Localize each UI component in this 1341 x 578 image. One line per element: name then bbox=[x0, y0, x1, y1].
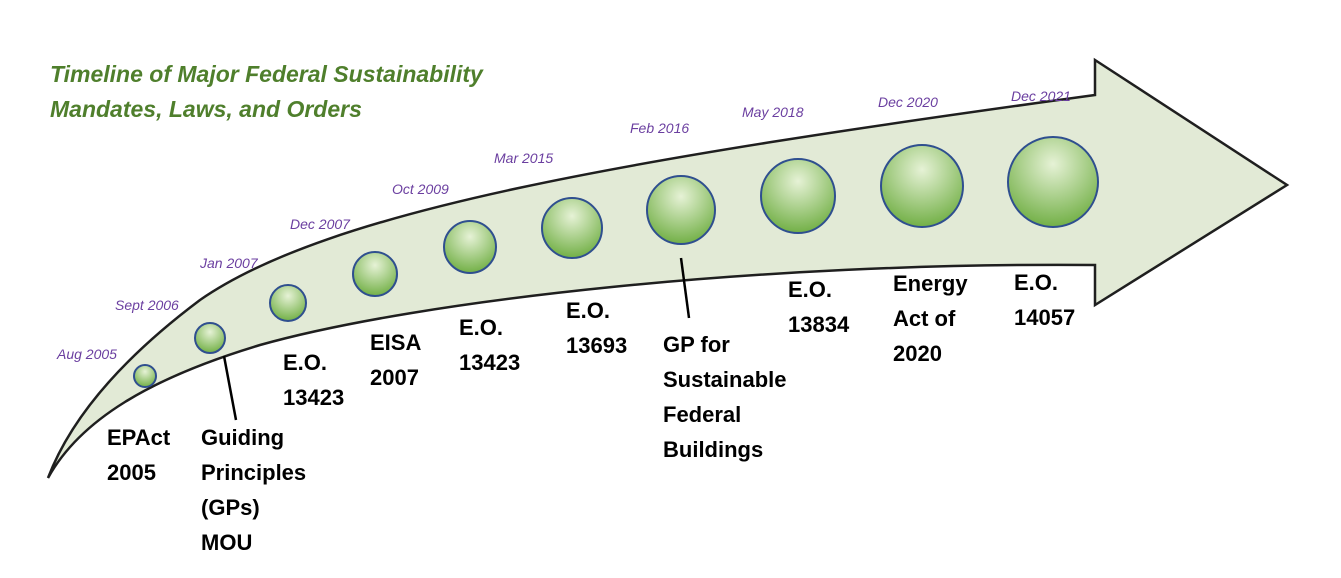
milestone-label-line: 14057 bbox=[1014, 305, 1076, 330]
milestone-circles bbox=[133, 136, 1099, 388]
milestone-label-line: EPAct bbox=[107, 425, 171, 450]
milestone-circle bbox=[443, 220, 497, 274]
milestone-circle bbox=[1007, 136, 1099, 228]
milestone-circle bbox=[352, 251, 398, 297]
milestone-label-line: E.O. bbox=[1014, 270, 1059, 295]
milestone-label-line: Principles bbox=[201, 460, 307, 485]
milestone-circle bbox=[133, 364, 157, 388]
milestone-circle bbox=[194, 322, 226, 354]
milestone-date: Feb 2016 bbox=[630, 120, 690, 136]
milestone-date: Jan 2007 bbox=[200, 255, 258, 271]
milestone-label-line: 13423 bbox=[459, 350, 521, 375]
milestone-label: E.O. 13423 bbox=[283, 345, 344, 415]
milestone-date: Sept 2006 bbox=[115, 297, 179, 313]
title-line-1: Timeline of Major Federal Sustainability bbox=[50, 61, 483, 87]
milestone-label-line: Act of bbox=[893, 306, 956, 331]
milestone-circle bbox=[269, 284, 307, 322]
milestone-label-line: MOU bbox=[201, 530, 253, 555]
milestone-label-line: 2005 bbox=[107, 460, 156, 485]
milestone-label-line: E.O. bbox=[283, 350, 328, 375]
callout-lines bbox=[222, 257, 691, 421]
title-line-2: Mandates, Laws, and Orders bbox=[50, 96, 362, 122]
connector-line bbox=[679, 257, 691, 319]
connector-line bbox=[222, 355, 238, 421]
milestone-label-line: (GPs) bbox=[201, 495, 260, 520]
milestone-label-line: E.O. bbox=[566, 298, 611, 323]
milestone-label: E.O. 14057 bbox=[1014, 265, 1075, 335]
milestone-label-line: E.O. bbox=[459, 315, 504, 340]
milestone-date: Dec 2020 bbox=[878, 94, 938, 110]
milestone-label-line: 13693 bbox=[566, 333, 628, 358]
milestone-label-line: Federal bbox=[663, 402, 742, 427]
milestone-label-line: Sustainable bbox=[663, 367, 787, 392]
milestone-label-line: 2007 bbox=[370, 365, 419, 390]
milestone-date: Dec 2021 bbox=[1011, 88, 1071, 104]
milestone-label-line: Buildings bbox=[663, 437, 764, 462]
milestone-label: Guiding Principles (GPs) MOU bbox=[201, 420, 306, 560]
milestone-label-line: Guiding bbox=[201, 425, 285, 450]
milestone-circle bbox=[760, 158, 836, 234]
milestone-label-line: EISA bbox=[370, 330, 422, 355]
milestone-circle bbox=[646, 175, 716, 245]
timeline-arrow bbox=[46, 57, 1290, 479]
milestone-label: E.O. 13693 bbox=[566, 293, 627, 363]
milestone-date: Oct 2009 bbox=[392, 181, 449, 197]
milestone-date: May 2018 bbox=[742, 104, 804, 120]
milestone-date: Aug 2005 bbox=[57, 346, 117, 362]
milestone-label-line: E.O. bbox=[788, 277, 833, 302]
page-title: Timeline of Major Federal Sustainability… bbox=[50, 57, 483, 127]
milestone-label: E.O. 13423 bbox=[459, 310, 520, 380]
milestone-label-line: Energy bbox=[893, 271, 968, 296]
milestone-label: EISA 2007 bbox=[370, 325, 421, 395]
milestone-label: EPAct 2005 bbox=[107, 420, 170, 490]
milestone-label-line: 2020 bbox=[893, 341, 942, 366]
milestone-label-line: GP for bbox=[663, 332, 730, 357]
milestone-label: GP for Sustainable Federal Buildings bbox=[663, 327, 786, 467]
milestone-label: E.O. 13834 bbox=[788, 272, 849, 342]
milestone-date: Dec 2007 bbox=[290, 216, 350, 232]
milestone-circle bbox=[541, 197, 603, 259]
milestone-circle bbox=[880, 144, 964, 228]
milestone-date: Mar 2015 bbox=[494, 150, 554, 166]
milestone-label: Energy Act of 2020 bbox=[893, 266, 968, 371]
milestone-label-line: 13423 bbox=[283, 385, 345, 410]
milestone-label-line: 13834 bbox=[788, 312, 850, 337]
